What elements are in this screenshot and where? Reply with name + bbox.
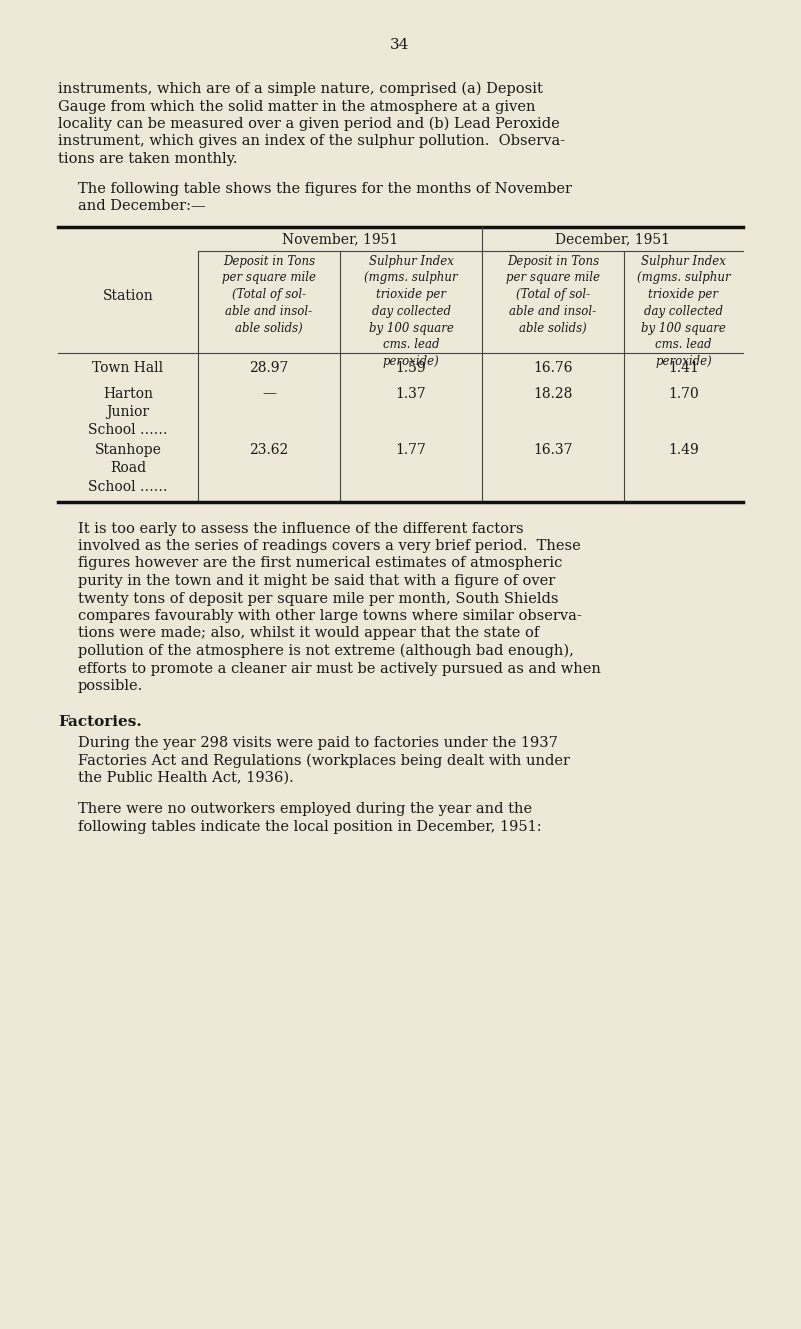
- Text: 28.97: 28.97: [249, 361, 288, 375]
- Text: During the year 298 visits were paid to factories under the 1937: During the year 298 visits were paid to …: [78, 736, 557, 750]
- Text: 1.37: 1.37: [396, 387, 426, 400]
- Text: 16.76: 16.76: [533, 361, 573, 375]
- Text: figures however are the first numerical estimates of atmospheric: figures however are the first numerical …: [78, 557, 562, 570]
- Text: It is too early to assess the influence of the different factors: It is too early to assess the influence …: [78, 521, 524, 536]
- Text: Sulphur Index
(mgms. sulphur
trioxide per
day collected
by 100 square
cms. lead
: Sulphur Index (mgms. sulphur trioxide pe…: [364, 254, 458, 368]
- Text: Stanhope
Road
School ……: Stanhope Road School ……: [88, 443, 167, 494]
- Text: instruments, which are of a simple nature, comprised (a) Deposit: instruments, which are of a simple natur…: [58, 82, 543, 97]
- Text: Gauge from which the solid matter in the atmosphere at a given: Gauge from which the solid matter in the…: [58, 100, 536, 113]
- Text: locality can be measured over a given period and (b) Lead Peroxide: locality can be measured over a given pe…: [58, 117, 560, 132]
- Text: 1.59: 1.59: [396, 361, 426, 375]
- Text: November, 1951: November, 1951: [282, 233, 398, 246]
- Text: 1.49: 1.49: [668, 443, 699, 457]
- Text: Factories Act and Regulations (workplaces being dealt with under: Factories Act and Regulations (workplace…: [78, 754, 570, 768]
- Text: 1.70: 1.70: [668, 387, 699, 400]
- Text: following tables indicate the local position in December, 1951:: following tables indicate the local posi…: [78, 820, 541, 835]
- Text: efforts to promote a cleaner air must be actively pursued as and when: efforts to promote a cleaner air must be…: [78, 662, 601, 675]
- Text: 23.62: 23.62: [249, 443, 288, 457]
- Text: 18.28: 18.28: [533, 387, 573, 400]
- Text: involved as the series of readings covers a very brief period.  These: involved as the series of readings cover…: [78, 540, 581, 553]
- Text: twenty tons of deposit per square mile per month, South Shields: twenty tons of deposit per square mile p…: [78, 591, 558, 606]
- Text: 16.37: 16.37: [533, 443, 573, 457]
- Text: possible.: possible.: [78, 679, 143, 692]
- Text: and December:—: and December:—: [78, 199, 206, 213]
- Text: Harton
Junior
School ……: Harton Junior School ……: [88, 387, 167, 437]
- Text: tions are taken monthly.: tions are taken monthly.: [58, 152, 238, 166]
- Text: compares favourably with other large towns where similar observa-: compares favourably with other large tow…: [78, 609, 582, 623]
- Text: December, 1951: December, 1951: [555, 233, 670, 246]
- Text: Station: Station: [103, 288, 153, 303]
- Text: Town Hall: Town Hall: [92, 361, 163, 375]
- Text: 1.77: 1.77: [396, 443, 426, 457]
- Text: pollution of the atmosphere is not extreme (although bad enough),: pollution of the atmosphere is not extre…: [78, 645, 574, 658]
- Text: instrument, which gives an index of the sulphur pollution.  Observa-: instrument, which gives an index of the …: [58, 134, 566, 149]
- Text: The following table shows the figures for the months of November: The following table shows the figures fo…: [78, 182, 572, 195]
- Text: Factories.: Factories.: [58, 715, 142, 728]
- Text: the Public Health Act, 1936).: the Public Health Act, 1936).: [78, 771, 294, 785]
- Text: 34: 34: [390, 39, 409, 52]
- Text: 1.41: 1.41: [668, 361, 699, 375]
- Text: purity in the town and it might be said that with a figure of over: purity in the town and it might be said …: [78, 574, 555, 587]
- Text: There were no outworkers employed during the year and the: There were no outworkers employed during…: [78, 803, 532, 816]
- Text: Deposit in Tons
per square mile
(Total of sol-
able and insol-
able solids): Deposit in Tons per square mile (Total o…: [222, 254, 316, 335]
- Text: Sulphur Index
(mgms. sulphur
trioxide per
day collected
by 100 square
cms. lead
: Sulphur Index (mgms. sulphur trioxide pe…: [637, 254, 731, 368]
- Text: Deposit in Tons
per square mile
(Total of sol-
able and insol-
able solids): Deposit in Tons per square mile (Total o…: [506, 254, 600, 335]
- Text: —: —: [262, 387, 276, 400]
- Text: tions were made; also, whilst it would appear that the state of: tions were made; also, whilst it would a…: [78, 626, 539, 641]
